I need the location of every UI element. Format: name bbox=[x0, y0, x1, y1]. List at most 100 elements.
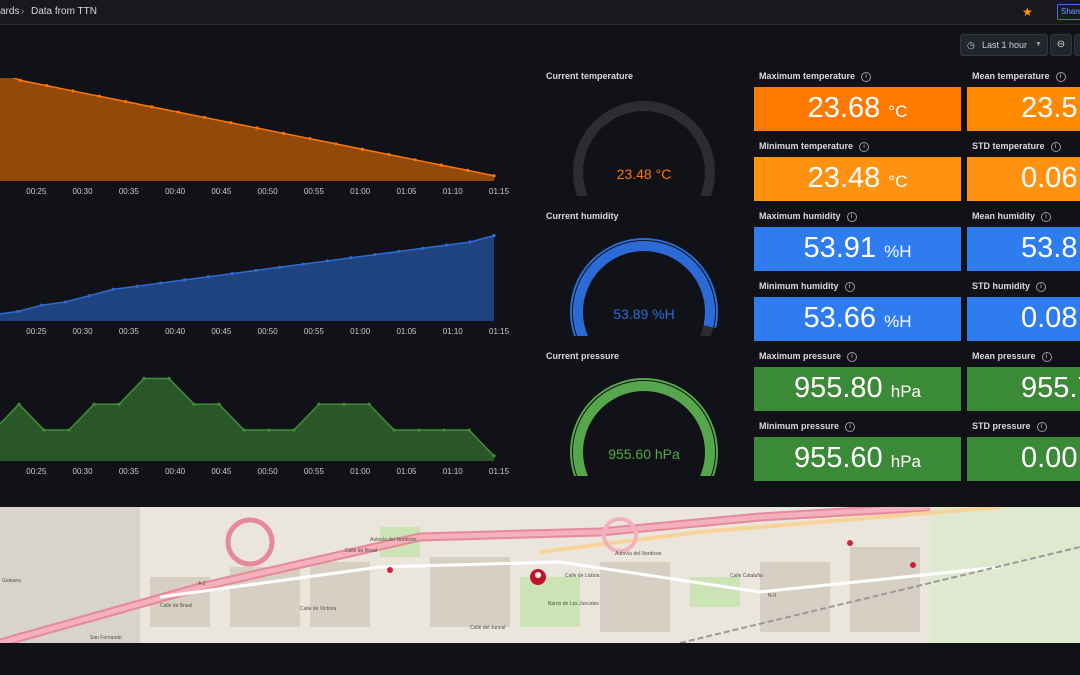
page-title: Data from TTN bbox=[31, 6, 97, 17]
temperature-x-tick: 00:25 bbox=[26, 187, 47, 196]
info-icon[interactable]: i bbox=[847, 351, 858, 362]
humidity-point bbox=[87, 294, 91, 298]
temperature-point bbox=[466, 168, 470, 173]
humidity-point bbox=[254, 268, 258, 273]
pressure-x-tick: 00:40 bbox=[165, 467, 186, 476]
info-icon[interactable]: i bbox=[1036, 281, 1046, 292]
stat-title-std-pressure: STD pressure i bbox=[972, 421, 1047, 432]
info-icon[interactable]: i bbox=[844, 281, 855, 292]
humidity-point bbox=[444, 243, 448, 247]
humidity-point bbox=[135, 284, 139, 288]
pressure-gauge bbox=[570, 378, 718, 476]
gauge-value-temperature: 23.48 °C bbox=[616, 166, 672, 182]
info-icon[interactable]: i bbox=[859, 141, 870, 152]
stat-mean-temperature: 23.5 bbox=[967, 87, 1080, 131]
pressure-x-tick: 00:55 bbox=[303, 467, 324, 476]
pressure-x-tick: 00:35 bbox=[118, 467, 139, 476]
pressure-point bbox=[492, 454, 496, 458]
zoom-out-icon: ⊖ bbox=[1056, 39, 1066, 50]
info-icon[interactable]: i bbox=[1055, 71, 1066, 82]
humidity-x-tick: 01:15 bbox=[489, 327, 510, 336]
map-label-calle-victoria: Calle de Victoria bbox=[300, 606, 337, 612]
poi-marker-icon bbox=[910, 562, 916, 568]
humidity-x-tick: 01:10 bbox=[442, 327, 463, 336]
humidity-point bbox=[349, 256, 353, 260]
map-label-n2: N-II bbox=[768, 593, 776, 599]
map-marker-icon[interactable] bbox=[530, 569, 546, 585]
gauge-threshold bbox=[570, 378, 718, 476]
poi-marker-icon bbox=[387, 567, 393, 573]
stat-title-mean-pressure: Mean pressure i bbox=[972, 351, 1052, 362]
temperature-x-tick: 00:50 bbox=[257, 187, 278, 196]
info-icon[interactable]: i bbox=[1041, 351, 1052, 362]
gauge-fill bbox=[573, 381, 715, 476]
humidity-point bbox=[206, 275, 210, 279]
pressure-x-tick: 01:05 bbox=[396, 467, 417, 476]
breadcrumb-dashboards[interactable]: ards bbox=[0, 6, 20, 17]
star-icon[interactable]: ★ bbox=[1022, 5, 1033, 19]
gauge-fill bbox=[573, 241, 715, 336]
temperature-point bbox=[150, 105, 154, 109]
humidity-point bbox=[301, 262, 306, 266]
pressure-point bbox=[292, 428, 296, 432]
temperature-point bbox=[281, 131, 286, 135]
share-button[interactable]: Share bbox=[1057, 4, 1080, 20]
humidity-point bbox=[492, 234, 496, 238]
temperature-line bbox=[12, 78, 495, 177]
temperature-x-tick: 00:30 bbox=[72, 187, 93, 196]
info-icon[interactable]: i bbox=[846, 211, 857, 222]
humidity-chart bbox=[0, 218, 520, 323]
stat-title-std-humidity: STD humidity i bbox=[972, 281, 1046, 292]
temperature-point bbox=[413, 158, 417, 162]
location-map[interactable]: Autovía del Nordeste A-2 Autovía del Nor… bbox=[0, 507, 1080, 643]
map-label-calle-brasil-2: Calle de Brasil bbox=[345, 548, 377, 554]
stat-std-temperature: 0.06 bbox=[967, 157, 1080, 201]
info-icon[interactable]: i bbox=[1036, 421, 1047, 432]
temperature-x-tick: 00:55 bbox=[303, 187, 324, 196]
gauge-value-pressure: 955.60 hPa bbox=[608, 446, 680, 462]
info-icon[interactable]: i bbox=[1050, 141, 1061, 152]
stat-min-humidity: 53.66 %H bbox=[754, 297, 961, 341]
refresh-button[interactable] bbox=[1074, 34, 1080, 56]
stat-max-temperature: 23.68 °C bbox=[754, 87, 961, 131]
temperature-point bbox=[308, 137, 312, 141]
top-bar: ards › Data from TTN ★ Share bbox=[0, 0, 1080, 25]
stat-title-max-temperature: Maximum temperature i bbox=[759, 71, 872, 82]
map-label-calle-cataluna: Calle Cataluña bbox=[730, 573, 763, 579]
gauge-track bbox=[573, 101, 715, 196]
pressure-point bbox=[442, 428, 446, 432]
humidity-point bbox=[397, 249, 401, 254]
info-icon[interactable]: i bbox=[861, 71, 872, 82]
info-icon[interactable]: i bbox=[845, 421, 856, 432]
pressure-x-tick: 00:50 bbox=[257, 467, 278, 476]
humidity-x-tick: 01:05 bbox=[396, 327, 417, 336]
gauge-threshold bbox=[570, 238, 718, 336]
temperature-x-tick: 00:35 bbox=[118, 187, 139, 196]
pressure-x-tick: 01:15 bbox=[489, 467, 510, 476]
humidity-point bbox=[111, 287, 115, 291]
stat-title-max-pressure: Maximum pressure i bbox=[759, 351, 858, 362]
pressure-x-tick: 00:30 bbox=[72, 467, 93, 476]
poi-marker-icon bbox=[847, 540, 853, 546]
map-label-san-fernando: San Fernando bbox=[90, 635, 122, 641]
stat-title-mean-temperature: Mean temperature i bbox=[972, 71, 1066, 82]
pressure-x-tick: 01:00 bbox=[350, 467, 371, 476]
pressure-point bbox=[417, 428, 421, 432]
pressure-point bbox=[317, 402, 321, 406]
time-range-label: Last 1 hour bbox=[982, 40, 1028, 50]
pressure-point bbox=[392, 428, 396, 432]
zoom-out-button[interactable]: ⊖ bbox=[1050, 34, 1072, 56]
map-label-barrio-juncales: Barrio de Los Juncales bbox=[548, 601, 599, 607]
map-label-autovia: Autovía del Nordeste bbox=[370, 537, 417, 543]
humidity-x-tick: 00:25 bbox=[26, 327, 47, 336]
stat-std-pressure: 0.00 bbox=[967, 437, 1080, 481]
temperature-point bbox=[71, 89, 75, 93]
pressure-point bbox=[192, 402, 196, 406]
temperature-x-tick: 00:40 bbox=[165, 187, 186, 196]
temperature-x-tick: 01:00 bbox=[350, 187, 371, 196]
info-icon[interactable]: i bbox=[1041, 211, 1052, 222]
stat-min-pressure: 955.60 hPa bbox=[754, 437, 961, 481]
time-range-picker[interactable]: ◷ Last 1 hour ▼ bbox=[960, 34, 1048, 56]
pressure-point bbox=[42, 428, 46, 432]
clock-icon: ◷ bbox=[967, 40, 975, 50]
